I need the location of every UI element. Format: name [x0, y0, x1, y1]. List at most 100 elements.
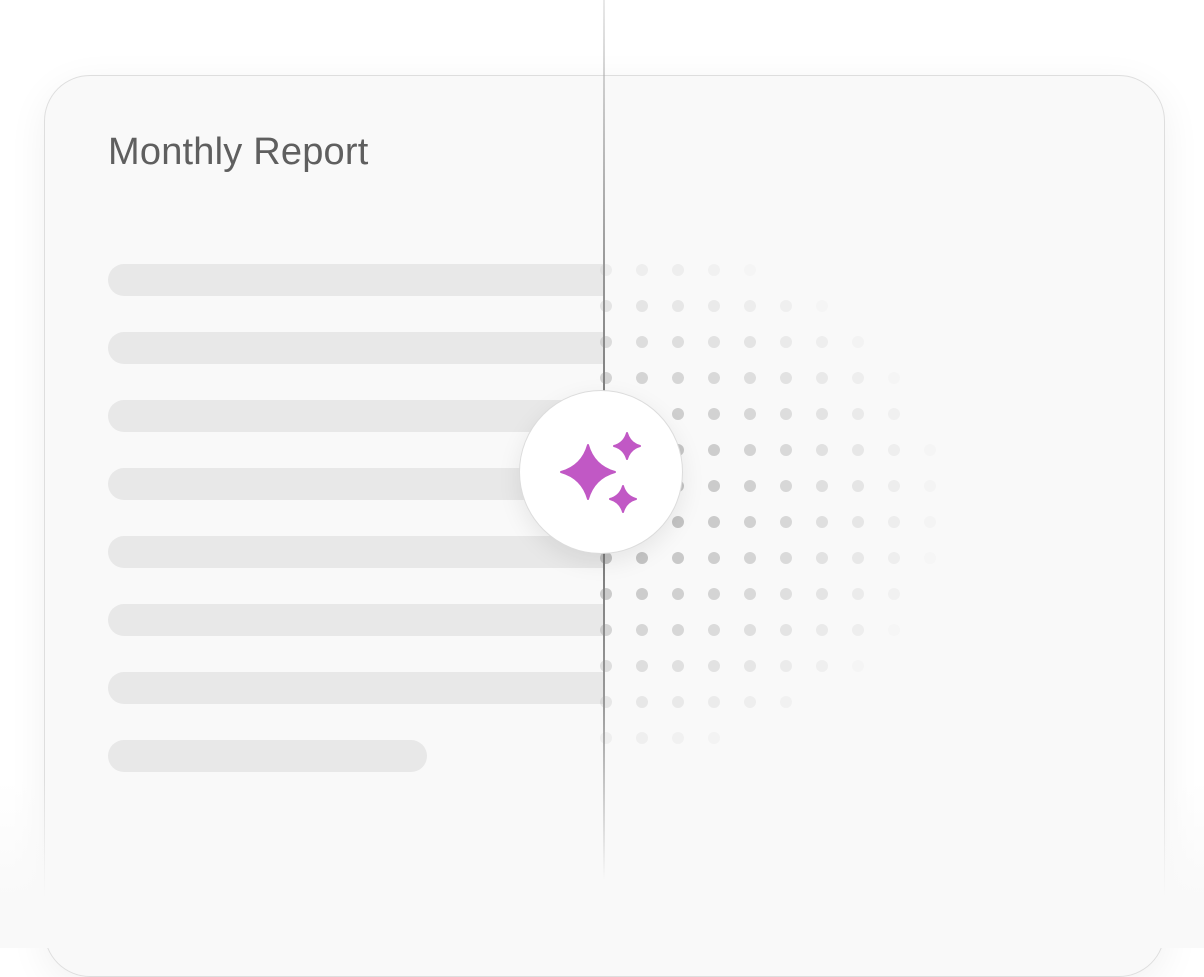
- grid-dot: [672, 372, 684, 384]
- ai-sparkle-button[interactable]: [519, 390, 683, 554]
- grid-dot: [672, 516, 684, 528]
- grid-dot: [600, 372, 612, 384]
- grid-dot: [600, 732, 612, 744]
- grid-dot: [672, 732, 684, 744]
- placeholder-line: [108, 264, 604, 296]
- grid-dot: [852, 588, 864, 600]
- grid-dot: [672, 300, 684, 312]
- grid-dot: [744, 480, 756, 492]
- grid-dot: [744, 552, 756, 564]
- grid-dot: [672, 696, 684, 708]
- grid-dot: [600, 696, 612, 708]
- grid-dot: [852, 624, 864, 636]
- grid-dot: [708, 588, 720, 600]
- grid-dot: [636, 300, 648, 312]
- grid-dot: [636, 264, 648, 276]
- grid-dot: [708, 372, 720, 384]
- bottom-fade: [0, 780, 1204, 948]
- grid-dot: [708, 516, 720, 528]
- grid-dot: [924, 480, 936, 492]
- grid-dot: [600, 336, 612, 348]
- placeholder-line: [108, 740, 427, 772]
- grid-dot: [744, 696, 756, 708]
- grid-dot: [852, 372, 864, 384]
- placeholder-line: [108, 672, 604, 704]
- grid-dot: [672, 552, 684, 564]
- placeholder-line: [108, 604, 604, 636]
- grid-dot: [600, 300, 612, 312]
- grid-dot: [888, 624, 900, 636]
- grid-dot: [636, 336, 648, 348]
- grid-dot: [888, 372, 900, 384]
- grid-dot: [852, 480, 864, 492]
- grid-dot: [816, 624, 828, 636]
- grid-dot: [816, 552, 828, 564]
- grid-dot: [780, 516, 792, 528]
- grid-dot: [780, 552, 792, 564]
- grid-dot: [672, 264, 684, 276]
- grid-dot: [780, 336, 792, 348]
- grid-dot: [672, 660, 684, 672]
- grid-dot: [600, 624, 612, 636]
- grid-dot: [744, 624, 756, 636]
- grid-dot: [852, 516, 864, 528]
- grid-dot: [852, 408, 864, 420]
- sparkle-star: [560, 444, 616, 500]
- grid-dot: [744, 300, 756, 312]
- grid-dot: [816, 588, 828, 600]
- grid-dot: [852, 552, 864, 564]
- grid-dot: [852, 660, 864, 672]
- grid-dot: [816, 660, 828, 672]
- placeholder-line: [108, 400, 604, 432]
- grid-dot: [924, 552, 936, 564]
- grid-dot: [708, 696, 720, 708]
- grid-dot: [708, 408, 720, 420]
- grid-dot: [744, 660, 756, 672]
- sparkle-star: [609, 485, 637, 513]
- grid-dot: [816, 444, 828, 456]
- grid-dot: [744, 336, 756, 348]
- grid-dot: [888, 516, 900, 528]
- card-title: Monthly Report: [108, 131, 369, 173]
- placeholder-line: [108, 536, 604, 568]
- grid-dot: [636, 588, 648, 600]
- grid-dot: [816, 480, 828, 492]
- grid-dot: [816, 372, 828, 384]
- grid-dot: [708, 624, 720, 636]
- grid-dot: [600, 588, 612, 600]
- grid-dot: [636, 732, 648, 744]
- grid-dot: [708, 444, 720, 456]
- sparkles-icon: [560, 432, 641, 513]
- grid-dot: [672, 408, 684, 420]
- grid-dot: [744, 408, 756, 420]
- grid-dot: [636, 660, 648, 672]
- grid-dot: [744, 264, 756, 276]
- grid-dot: [636, 696, 648, 708]
- grid-dot: [924, 516, 936, 528]
- grid-dot: [816, 408, 828, 420]
- grid-dot: [780, 660, 792, 672]
- grid-dot: [888, 444, 900, 456]
- grid-dot: [708, 732, 720, 744]
- grid-dot: [708, 336, 720, 348]
- grid-dot: [816, 336, 828, 348]
- grid-dot: [780, 624, 792, 636]
- sparkle-star: [613, 432, 641, 460]
- grid-dot: [816, 300, 828, 312]
- grid-dot: [744, 588, 756, 600]
- grid-dot: [708, 264, 720, 276]
- grid-dot: [636, 552, 648, 564]
- grid-dot: [780, 408, 792, 420]
- grid-dot: [924, 444, 936, 456]
- grid-dot: [780, 696, 792, 708]
- grid-dot: [852, 336, 864, 348]
- grid-dot: [708, 660, 720, 672]
- dot-grid: [600, 264, 936, 744]
- grid-dot: [744, 444, 756, 456]
- grid-dot: [888, 588, 900, 600]
- placeholder-line: [108, 332, 604, 364]
- grid-dot: [744, 372, 756, 384]
- grid-dot: [780, 480, 792, 492]
- grid-dot: [636, 372, 648, 384]
- grid-dot: [780, 300, 792, 312]
